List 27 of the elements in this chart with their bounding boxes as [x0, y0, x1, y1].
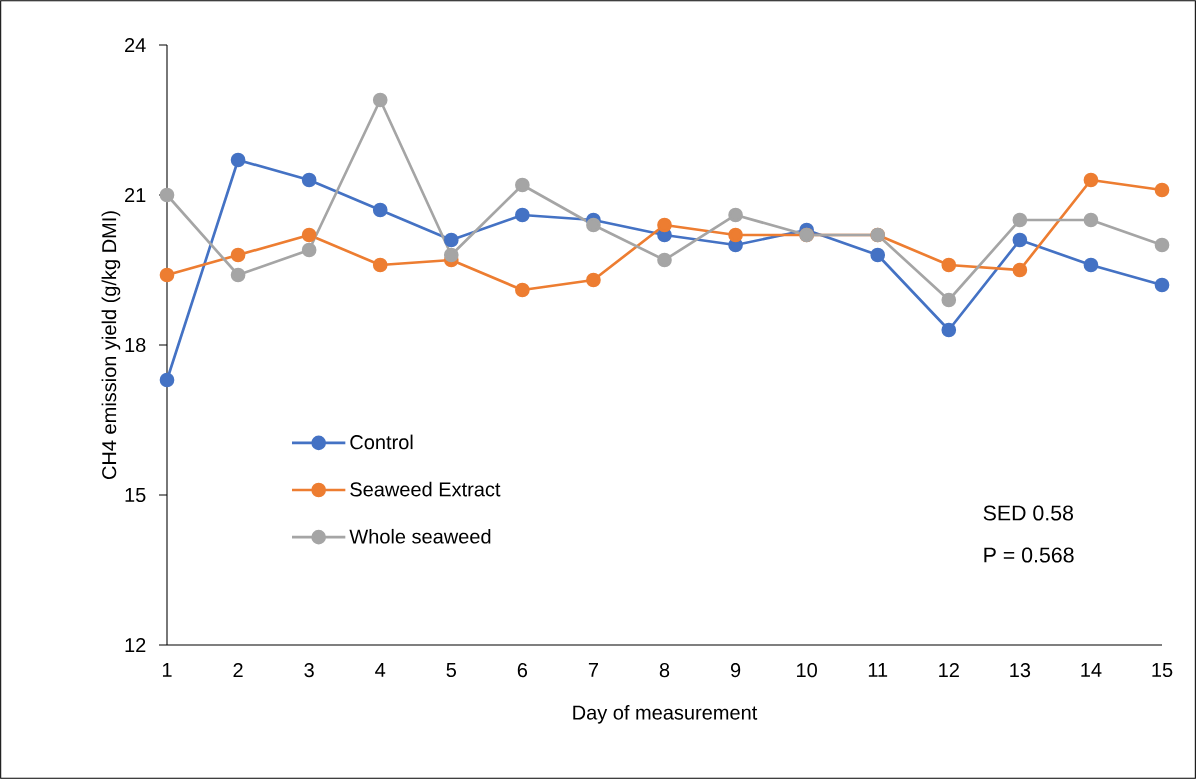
x-tick-label: 13 [1010, 663, 1031, 678]
y-tick-label: 12 [125, 638, 146, 652]
x-tick-label: 1 [162, 663, 172, 677]
annotation: SED 0.58 [983, 505, 1074, 521]
annotation: P = 0.568 [984, 547, 1074, 563]
x-tick-label: 11 [868, 663, 888, 677]
y-tick-label: 18 [125, 337, 146, 353]
x-tick-label: 2 [233, 663, 243, 678]
legend-label: Whole seaweed [349, 528, 491, 544]
x-tick-label: 10 [797, 663, 817, 678]
x-tick-label: 12 [939, 663, 959, 678]
x-tick-label: 3 [304, 663, 314, 678]
y-tick-label: 15 [125, 488, 146, 502]
x-tick-label: 14 [1081, 663, 1102, 677]
x-tick-label: 8 [659, 663, 670, 678]
y-axis-title: CH4 emission yield (g/kg DMI) [101, 211, 121, 480]
x-tick-label: 6 [517, 663, 528, 678]
x-tick-label: 4 [375, 663, 386, 677]
x-tick-label: 9 [730, 663, 741, 678]
legend-label: Control [350, 434, 413, 450]
x-tick-label: 7 [588, 663, 598, 677]
x-tick-label: 15 [1152, 663, 1173, 677]
legend-label: Seaweed Extract [350, 481, 501, 497]
y-tick-label: 21 [125, 188, 146, 202]
x-axis-title: Day of measurement [573, 705, 758, 724]
x-tick-label: 5 [446, 663, 457, 677]
y-tick-label: 24 [125, 38, 146, 52]
